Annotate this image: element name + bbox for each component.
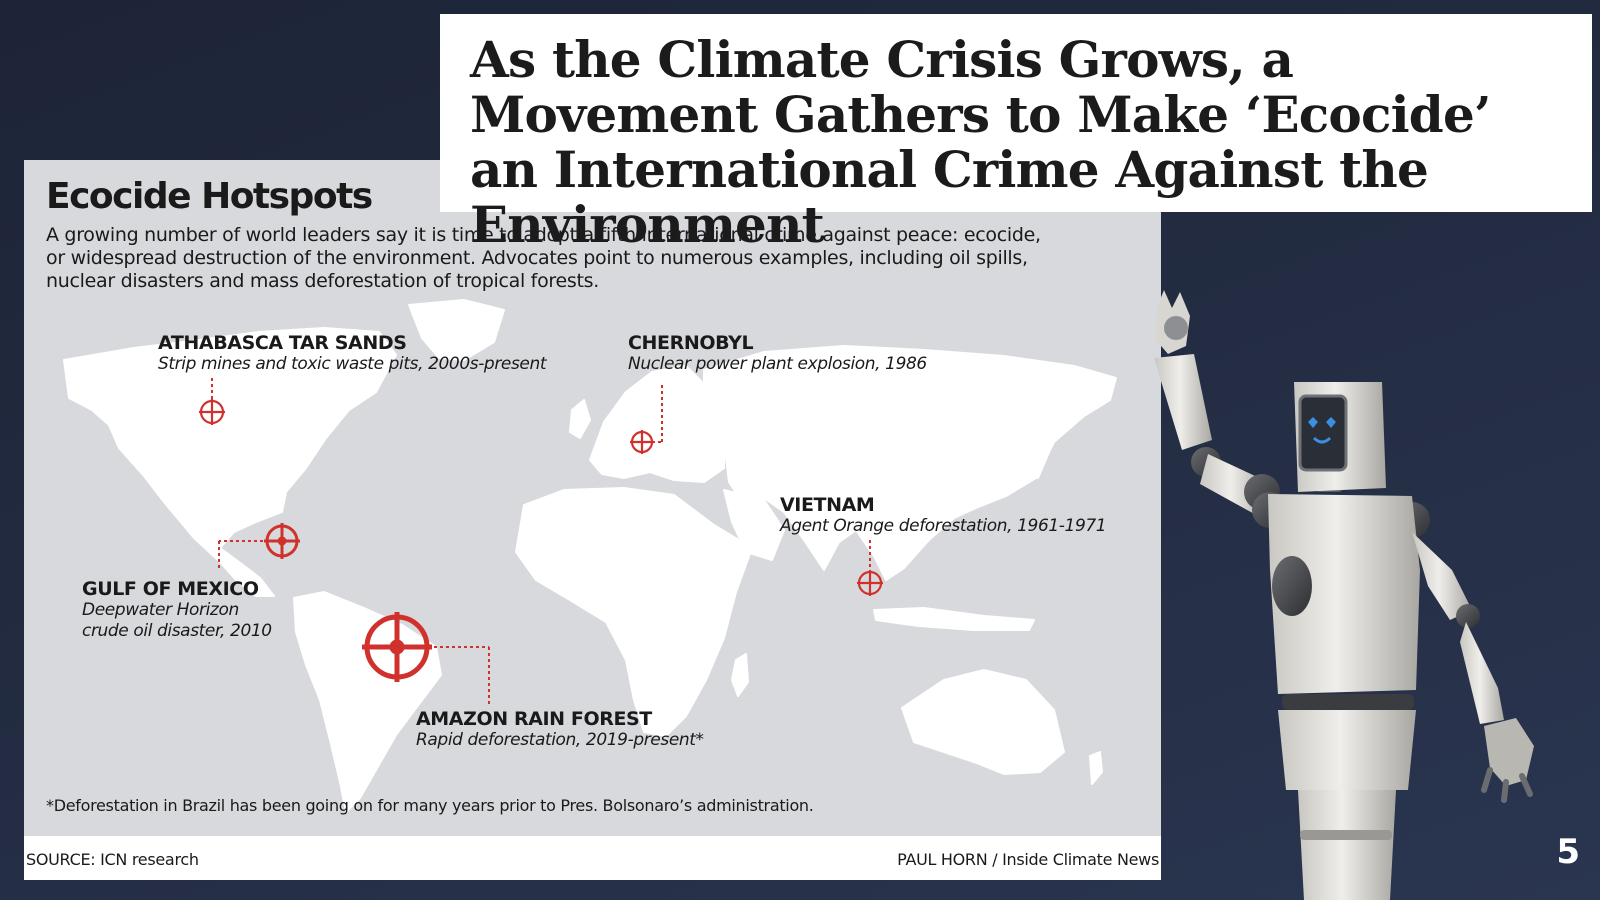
target-marker-athabasca — [199, 399, 225, 425]
hotspot-amazon: AMAZON RAIN FOREST Rapid deforestation, … — [416, 708, 704, 751]
landmass-new-zealand — [1089, 751, 1103, 785]
robot-right-arm — [1412, 532, 1534, 803]
hotspot-name: ATHABASCA TAR SANDS — [158, 332, 407, 354]
landmass-japan — [1027, 427, 1051, 479]
credit-text: PAUL HORN / Inside Climate News — [897, 850, 1159, 869]
hotspot-gulf-of-mexico: GULF OF MEXICO Deepwater Horizon crude o… — [82, 578, 272, 642]
hotspot-description: Deepwater Horizon crude oil disaster, 20… — [82, 600, 272, 641]
hotspot-description: Nuclear power plant explosion, 1986 — [628, 354, 927, 374]
robot-head — [1294, 382, 1386, 492]
hotspot-name: CHERNOBYL — [628, 332, 754, 354]
hotspot-vietnam: VIETNAM Agent Orange deforestation, 1961… — [780, 494, 1107, 537]
infographic-intro: A growing number of world leaders say it… — [46, 224, 1041, 292]
slide-number: 5 — [1556, 832, 1580, 872]
landmass-arabia — [723, 489, 785, 561]
hotspot-description: Rapid deforestation, 2019-present* — [416, 730, 704, 750]
landmass-greenland — [408, 299, 505, 361]
hotspot-athabasca: ATHABASCA TAR SANDS Strip mines and toxi… — [158, 332, 547, 375]
target-marker-gulf-of-mexico — [264, 523, 300, 559]
hotspot-description: Strip mines and toxic waste pits, 2000s-… — [158, 354, 547, 374]
robot-left-arm — [1154, 290, 1280, 516]
landmass-indonesia — [873, 607, 1035, 631]
hotspot-chernobyl: CHERNOBYL Nuclear power plant explosion,… — [628, 332, 927, 375]
source-bar: SOURCE: ICN research PAUL HORN / Inside … — [24, 836, 1161, 880]
target-marker-chernobyl — [630, 430, 654, 454]
landmass-africa — [515, 487, 753, 737]
target-marker-vietnam — [857, 570, 883, 596]
article-headline: As the Climate Crisis Grows, a Movement … — [470, 30, 1491, 254]
landmass-madagascar — [731, 653, 749, 697]
ecocide-hotspots-infographic: Ecocide Hotspots A growing number of wor… — [24, 160, 1161, 880]
hotspot-name: GULF OF MEXICO — [82, 578, 259, 600]
hotspot-name: AMAZON RAIN FOREST — [416, 708, 652, 730]
hotspot-name: VIETNAM — [780, 494, 875, 516]
infographic-title: Ecocide Hotspots — [46, 176, 373, 217]
target-marker-amazon — [362, 612, 432, 682]
world-map — [63, 299, 1117, 813]
infographic-footnote: *Deforestation in Brazil has been going … — [46, 796, 814, 815]
landmass-uk — [569, 399, 591, 439]
landmass-australia — [901, 669, 1065, 775]
robot-torso — [1252, 492, 1430, 900]
hotspot-description: Agent Orange deforestation, 1961-1971 — [780, 516, 1107, 536]
robot-illustration — [1154, 290, 1534, 900]
source-text: SOURCE: ICN research — [26, 850, 199, 869]
headline-box: As the Climate Crisis Grows, a Movement … — [440, 14, 1592, 252]
